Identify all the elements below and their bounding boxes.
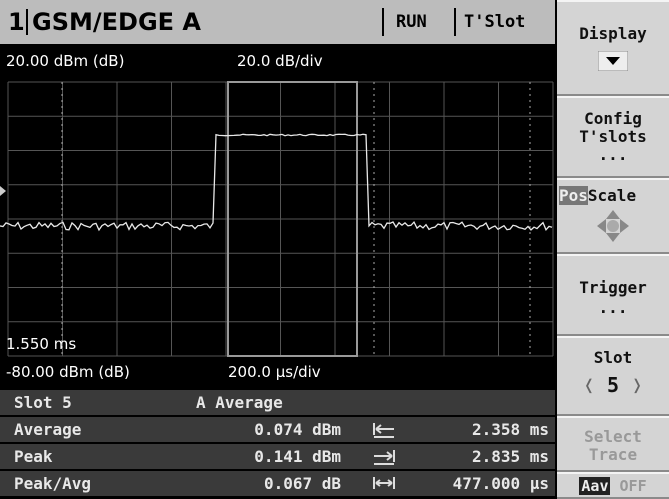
row-value: 0.141 dBm bbox=[254, 447, 341, 466]
softkey-trigger[interactable]: Trigger ... bbox=[557, 254, 669, 336]
key-label: ... bbox=[598, 298, 628, 317]
channel: 1 bbox=[8, 8, 25, 36]
softkey-trace[interactable]: Aav OFF bbox=[557, 472, 669, 499]
trace bbox=[0, 133, 553, 232]
row-time: 2.835 ms bbox=[471, 447, 549, 466]
table-title-row: Slot 5 A Average bbox=[0, 390, 555, 415]
key-label: Slot bbox=[593, 348, 633, 367]
slot-value: 5 bbox=[606, 373, 620, 397]
ref-level: 20.00 dBm (dB) bbox=[6, 52, 125, 70]
time-icon bbox=[374, 450, 395, 465]
table-row: Peak 0.141 dBm 2.835 ms bbox=[0, 444, 555, 469]
status: RUN bbox=[396, 12, 427, 32]
gate-box bbox=[227, 81, 358, 357]
row-value: 0.067 dB bbox=[263, 474, 341, 493]
key-label: Trace bbox=[588, 445, 638, 464]
time-icon bbox=[373, 477, 395, 489]
time-icon bbox=[373, 423, 394, 438]
key-label: ... bbox=[598, 145, 628, 164]
icon-path bbox=[373, 477, 395, 489]
mode: GSM/EDGE A bbox=[32, 8, 201, 36]
row-time: 477.000 µs bbox=[452, 474, 549, 493]
ref-marker bbox=[0, 186, 6, 196]
scale: 20.0 dB/div bbox=[237, 52, 323, 70]
icon-path bbox=[374, 450, 395, 465]
key-label-active: Pos bbox=[559, 186, 588, 205]
row-label: Average bbox=[14, 420, 82, 439]
softkey-display[interactable]: Display bbox=[557, 0, 669, 96]
row-time: 2.358 ms bbox=[471, 420, 549, 439]
key-label: Select bbox=[584, 427, 642, 446]
trace-name: Aav bbox=[579, 477, 611, 495]
separator bbox=[26, 9, 28, 35]
key-label: T'slots bbox=[579, 127, 647, 146]
softkey-posscale[interactable]: PosScale bbox=[557, 178, 669, 254]
trace-plot bbox=[0, 81, 554, 357]
trace-state: OFF bbox=[619, 477, 647, 495]
softkey-select-trace[interactable]: Select Trace bbox=[557, 416, 669, 472]
time-scale: 200.0 µs/div bbox=[228, 363, 321, 381]
key-label: Config bbox=[584, 109, 642, 128]
header-bar bbox=[0, 0, 555, 44]
softkey-config[interactable]: Config T'slots ... bbox=[557, 96, 669, 178]
icon-path bbox=[373, 423, 394, 438]
bottom-level: -80.00 dBm (dB) bbox=[6, 363, 130, 381]
row-label: Peak/Avg bbox=[14, 474, 92, 493]
separator bbox=[454, 8, 456, 36]
softkey-slot[interactable]: Slot ❬ 5 ❭ bbox=[557, 336, 669, 416]
slot-label: Slot 5 bbox=[14, 393, 72, 412]
key-label: Trigger bbox=[579, 278, 647, 297]
trace-label: A Average bbox=[196, 393, 283, 412]
row-value: 0.074 dBm bbox=[254, 420, 341, 439]
table-row: Average 0.074 dBm 2.358 ms bbox=[0, 417, 555, 442]
row-label: Peak bbox=[14, 447, 53, 466]
key-label: Scale bbox=[587, 186, 637, 205]
table-row: Peak/Avg 0.067 dB 477.000 µs bbox=[0, 471, 555, 496]
separator bbox=[382, 8, 384, 36]
key-label: Display bbox=[579, 24, 647, 43]
move-icon bbox=[597, 210, 629, 242]
view: T'Slot bbox=[464, 12, 526, 32]
dropdown-icon bbox=[597, 50, 629, 72]
time-marker: 1.550 ms bbox=[6, 335, 77, 353]
